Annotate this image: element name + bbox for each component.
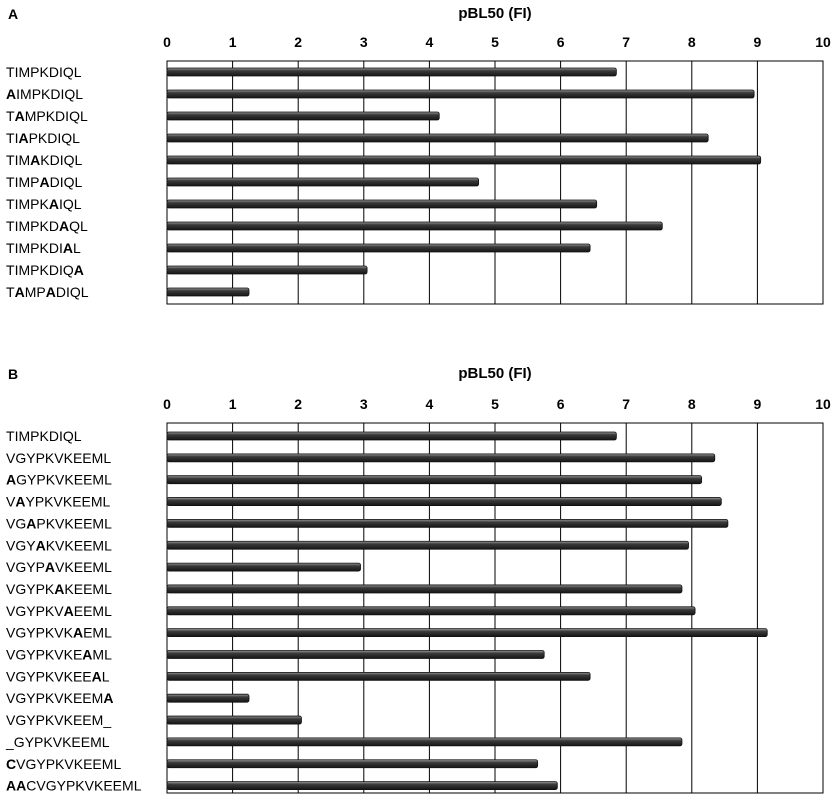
- panel-b-category-label-vaypkvkeeml: VAYPKVKEEML: [6, 494, 111, 510]
- panel-a-bar-timpkaiql: [166, 199, 598, 209]
- panel-b-tick-label-4: 4: [426, 396, 434, 412]
- panel-a: A pBL50 (FI) 0 1 2 3 4 5 6 7 8 9 10 TIMPKDIQL AIMPK…: [6, 5, 831, 305]
- panel-a-category-label-timpadiql: TIMPADIQL: [6, 174, 83, 190]
- panel-b-bar-vgypkvkeeal: [166, 671, 591, 681]
- panel-a-bar-timakdiql: [166, 155, 762, 165]
- panel-b-tick-labels: 0 1 2 3 4 5 6 7 8 9 10: [163, 396, 831, 412]
- panel-b-tick-label-10: 10: [815, 396, 831, 412]
- panel-b-bar-aacvgypkvkeeml: [166, 781, 558, 790]
- panel-b-category-label-vgypkvkeem: VGYPKVKEEM_: [6, 712, 111, 728]
- panel-b-category-label-vgypavkeeml: VGYPAVKEEML: [6, 559, 112, 575]
- panel-b-category-labels: TIMPKDIQL VGYPKVKEEML AGYPKVKEEML VAYPKVKEE…: [5, 428, 142, 794]
- panel-a-bar-tiapkdiql: [166, 133, 709, 143]
- panel-a-tick-label-2: 2: [294, 34, 302, 50]
- panel-b-category-label-timpkdiql: TIMPKDIQL: [6, 428, 82, 444]
- panel-a-bar-timpadiql: [166, 177, 480, 187]
- panel-a-category-label-tiapkdiql: TIAPKDIQL: [6, 130, 80, 146]
- panel-b-category-label-gypkvkeeml: _GYPKVKEEML: [5, 734, 110, 750]
- panel-b-bar-vgypkvkeem: [166, 715, 302, 725]
- panel-b-tick-label-9: 9: [754, 396, 762, 412]
- panel-b-category-label-aacvgypkvkeeml: AACVGYPKVKEEML: [6, 778, 142, 794]
- panel-b-tick-label-1: 1: [229, 396, 237, 412]
- panel-b-bar-vgypkvkaeml: [166, 628, 768, 638]
- panel-b-tick-label-6: 6: [557, 396, 565, 412]
- panel-a-category-label-aimpkdiql: AIMPKDIQL: [6, 86, 83, 102]
- panel-a-tick-label-5: 5: [491, 34, 499, 50]
- panel-a-bar-timpkdiqa: [166, 265, 368, 275]
- panel-b-bar-cvgypkvkeeml: [166, 759, 539, 769]
- panel-b-category-label-vgypkvkeeal: VGYPKVKEEAL: [6, 668, 110, 684]
- panel-letter-b: B: [8, 366, 18, 382]
- panel-letter-a: A: [8, 6, 18, 22]
- panel-b-category-label-vgapkvkeeml: VGAPKVKEEML: [6, 515, 112, 531]
- panel-a-tick-label-9: 9: [754, 34, 762, 50]
- panel-a-category-label-timpkdiqa: TIMPKDIQA: [6, 262, 84, 278]
- panel-a-tick-label-3: 3: [360, 34, 368, 50]
- panel-b-tick-label-7: 7: [622, 396, 630, 412]
- panel-a-tick-label-4: 4: [426, 34, 434, 50]
- panel-b-category-label-vgyakvkeeml: VGYAKVKEEML: [6, 537, 112, 553]
- panel-a-category-label-tampkdiql: TAMPKDIQL: [6, 108, 88, 124]
- panel-b-category-label-vgypkvkeema: VGYPKVKEEMA: [6, 690, 113, 706]
- panel-b: B pBL50 (FI) 0 1 2 3 4 5 6 7 8 9 10 TIMPKDIQL VGYPK…: [5, 365, 831, 794]
- panel-a-bar-timpkdiql: [166, 67, 617, 77]
- panel-b-category-label-agypkvkeeml: AGYPKVKEEML: [6, 472, 112, 488]
- panel-b-bar-vgyakvkeeml: [166, 540, 689, 550]
- panel-a-tick-label-6: 6: [557, 34, 565, 50]
- panel-a-axis-title: pBL50 (FI): [458, 5, 531, 22]
- panel-a-category-label-timpkaiql: TIMPKAIQL: [6, 196, 82, 212]
- panel-b-tick-label-3: 3: [360, 396, 368, 412]
- panel-a-tick-label-0: 0: [163, 34, 171, 50]
- panel-b-tick-label-2: 2: [294, 396, 302, 412]
- panel-a-bar-tampkdiql: [166, 111, 440, 121]
- panel-a-tick-label-1: 1: [229, 34, 237, 50]
- panel-a-category-label-tampadiql: TAMPADIQL: [6, 284, 89, 300]
- panel-a-category-label-timpkdial: TIMPKDIAL: [6, 240, 81, 256]
- panel-b-category-label-vgypkvkaeml: VGYPKVKAEML: [6, 625, 112, 641]
- panel-b-category-label-vgypkvkeaml: VGYPKVKEAML: [6, 647, 112, 663]
- panel-a-category-label-timakdiql: TIMAKDIQL: [6, 152, 83, 168]
- panel-b-bar-timpkdiql: [166, 431, 617, 441]
- panel-b-bar-vgapkvkeeml: [166, 519, 729, 528]
- panel-b-bars: [166, 431, 768, 790]
- panel-a-bar-tampadiql: [166, 287, 250, 297]
- panel-b-tick-label-0: 0: [163, 396, 171, 412]
- panel-b-tick-label-8: 8: [688, 396, 696, 412]
- panel-b-category-label-vgypkvkeeml: VGYPKVKEEML: [6, 450, 111, 466]
- panel-b-category-label-vgypkvaeeml: VGYPKVAEEML: [6, 603, 112, 619]
- panel-a-bar-timpkdial: [166, 243, 591, 253]
- panel-b-tick-label-5: 5: [491, 396, 499, 412]
- panel-a-bars: [166, 67, 762, 297]
- panel-b-bar-agypkvkeeml: [166, 475, 703, 485]
- panel-a-tick-labels: 0 1 2 3 4 5 6 7 8 9 10: [163, 34, 831, 50]
- panel-a-tick-label-10: 10: [815, 34, 831, 50]
- panel-b-category-label-cvgypkvkeeml: CVGYPKVKEEML: [6, 756, 121, 772]
- panel-b-bar-vgypkvkeeml: [166, 453, 716, 463]
- panel-a-tick-label-8: 8: [688, 34, 696, 50]
- panel-b-bar-vgypkvkeaml: [166, 650, 545, 659]
- panel-b-bar-vgypkvkeema: [166, 693, 250, 703]
- panel-a-bar-aimpkdiql: [166, 89, 755, 99]
- panel-a-category-label-timpkdaql: TIMPKDAQL: [6, 218, 88, 234]
- panel-a-bar-timpkdaql: [166, 221, 663, 231]
- panel-b-bar-gypkvkeeml: [166, 737, 683, 747]
- panel-b-category-label-vgypkakeeml: VGYPKAKEEML: [6, 581, 112, 597]
- panel-b-axis-title: pBL50 (FI): [458, 365, 531, 382]
- panel-b-bar-vgypavkeeml: [166, 562, 361, 572]
- panel-b-bar-vaypkvkeeml: [166, 497, 722, 506]
- panel-b-bar-vgypkakeeml: [166, 584, 683, 594]
- panel-b-bar-vgypkvaeeml: [166, 606, 696, 616]
- panel-a-category-labels: TIMPKDIQL AIMPKDIQL TAMPKDIQL TIAPKDIQL TIMA…: [6, 64, 89, 300]
- panel-a-category-label-timpkdiql: TIMPKDIQL: [6, 64, 82, 80]
- panel-a-tick-label-7: 7: [622, 34, 630, 50]
